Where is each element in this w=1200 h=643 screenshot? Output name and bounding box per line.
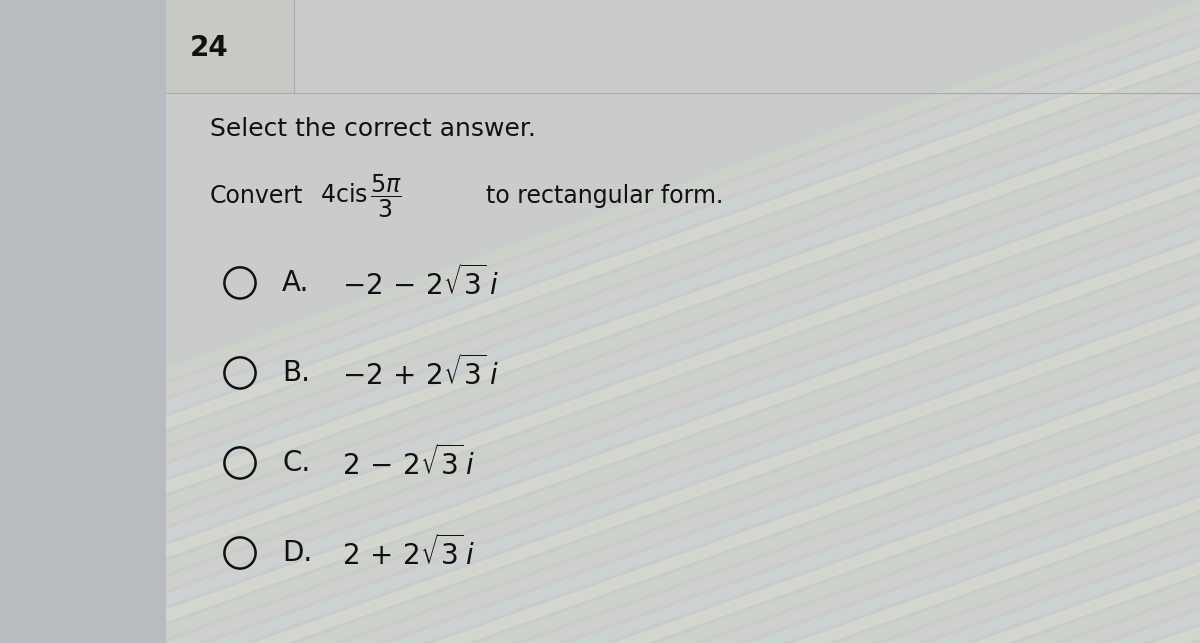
Polygon shape [660,0,1200,643]
Polygon shape [796,0,1200,643]
Polygon shape [30,0,1200,643]
Polygon shape [436,0,1200,643]
Text: $2\,+\,2\sqrt{3}\,i$: $2\,+\,2\sqrt{3}\,i$ [342,535,475,571]
Text: Select the correct answer.: Select the correct answer. [210,116,536,141]
Polygon shape [1156,0,1200,643]
Polygon shape [300,0,1200,643]
Text: 24: 24 [190,34,228,62]
Text: Convert: Convert [210,184,304,208]
Text: $-2\,+\,2\sqrt{3}\,i$: $-2\,+\,2\sqrt{3}\,i$ [342,355,499,391]
Polygon shape [1066,0,1200,643]
Polygon shape [616,0,1200,643]
Polygon shape [120,0,1200,643]
FancyBboxPatch shape [166,0,294,93]
Polygon shape [166,0,1200,643]
Polygon shape [750,0,1200,643]
Text: A.: A. [282,269,310,297]
Polygon shape [256,0,1200,643]
Polygon shape [346,0,1200,643]
Polygon shape [480,0,1200,643]
Polygon shape [390,0,1200,643]
Polygon shape [1020,0,1200,643]
Polygon shape [886,0,1200,643]
Polygon shape [706,0,1200,643]
Text: $-2\,-\,2\sqrt{3}\,i$: $-2\,-\,2\sqrt{3}\,i$ [342,265,499,301]
Text: $2\,-\,2\sqrt{3}\,i$: $2\,-\,2\sqrt{3}\,i$ [342,445,475,481]
Polygon shape [840,0,1200,643]
FancyBboxPatch shape [166,0,1200,643]
Polygon shape [526,0,1200,643]
Text: to rectangular form.: to rectangular form. [486,184,724,208]
Text: $\mathregular{4cis}\,\dfrac{5\pi}{3}$: $\mathregular{4cis}\,\dfrac{5\pi}{3}$ [320,172,403,220]
Polygon shape [210,0,1200,643]
Text: B.: B. [282,359,310,387]
Text: D.: D. [282,539,312,567]
Polygon shape [1110,0,1200,643]
Polygon shape [930,0,1200,643]
FancyBboxPatch shape [0,0,166,643]
Polygon shape [570,0,1200,643]
Polygon shape [974,0,1200,643]
Text: C.: C. [282,449,311,477]
Polygon shape [74,0,1200,643]
